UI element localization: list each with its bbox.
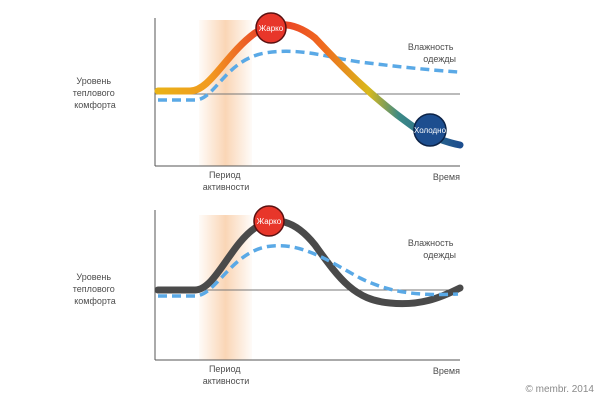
- chart-bottom: Жарко Уровень теплового комфорта Влажнос…: [73, 205, 464, 386]
- humidity-curve: [158, 49, 459, 102]
- activity-period-label: Период активности: [203, 170, 250, 192]
- y-axis-label: Уровень теплового комфорта: [73, 76, 118, 110]
- humidity-label: Влажность одежды: [408, 238, 456, 260]
- temperature-curve: [154, 217, 464, 308]
- activity-period-label: Период активности: [203, 364, 250, 386]
- x-axis-label: Время: [433, 172, 460, 182]
- chart-top: Жарко Холодно Уровень теплового комфорта…: [73, 12, 464, 192]
- cold-label: Холодно: [414, 126, 447, 135]
- hot-marker: Жарко: [255, 12, 287, 44]
- copyright: © membr. 2014: [525, 384, 594, 395]
- hot-label: Жарко: [259, 24, 284, 33]
- hot-label: Жарко: [257, 217, 282, 226]
- x-axis-label: Время: [433, 366, 460, 376]
- y-axis-label: Уровень теплового комфорта: [73, 272, 118, 306]
- cold-marker: Холодно: [413, 113, 447, 147]
- humidity-label: Влажность одежды: [408, 42, 456, 64]
- humidity-curve: [158, 244, 459, 298]
- hot-marker: Жарко: [253, 205, 285, 237]
